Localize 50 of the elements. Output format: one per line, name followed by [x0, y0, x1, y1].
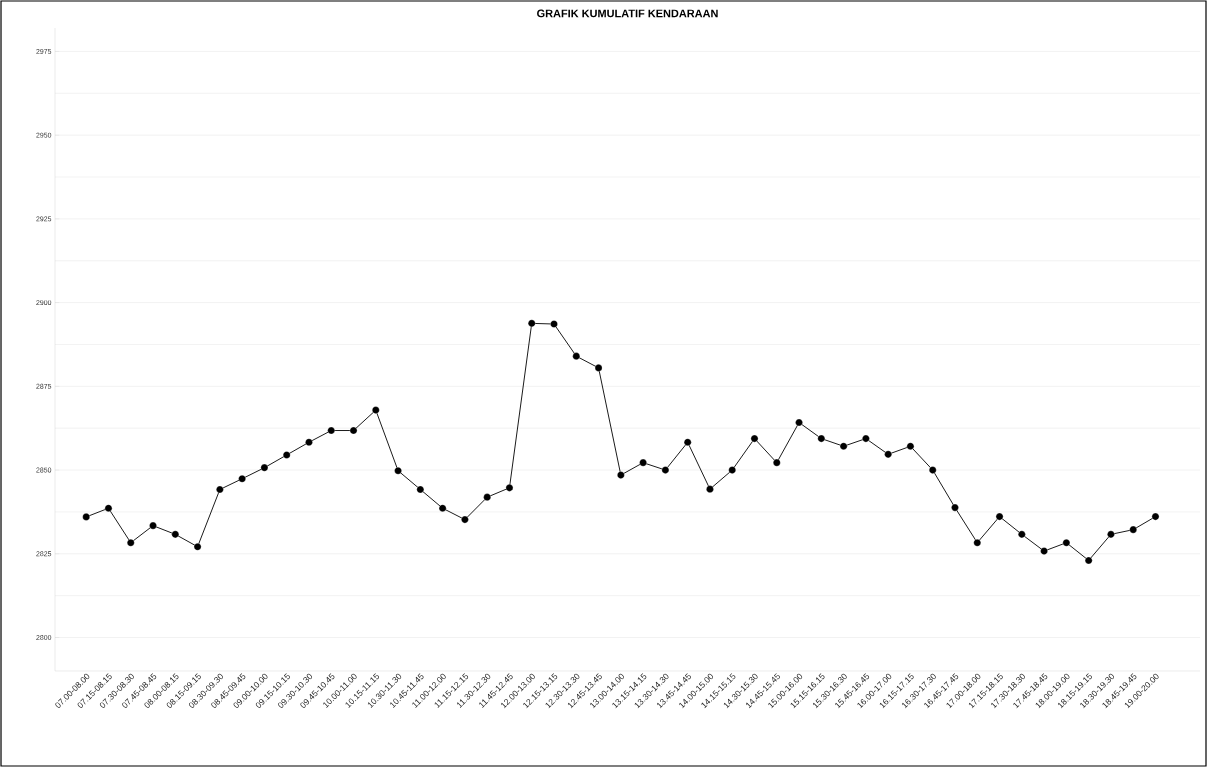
point	[528, 319, 536, 328]
point	[795, 418, 803, 427]
point	[906, 442, 915, 451]
point	[327, 426, 335, 435]
point	[1018, 530, 1026, 539]
point	[1040, 547, 1048, 555]
point	[1084, 556, 1093, 565]
point	[260, 463, 269, 472]
point	[639, 458, 647, 467]
point	[951, 503, 959, 512]
point	[149, 521, 157, 530]
chart-title: GRAFIK KUMULATIF KENDARAAN	[537, 9, 718, 18]
point	[1151, 512, 1160, 521]
point	[82, 513, 90, 521]
point	[661, 466, 670, 474]
point	[550, 320, 558, 328]
point	[617, 471, 625, 479]
point	[461, 515, 469, 524]
point	[884, 450, 892, 459]
point	[572, 352, 581, 360]
point	[438, 504, 447, 512]
point	[372, 406, 380, 414]
point	[193, 543, 202, 551]
point	[238, 475, 246, 483]
point	[1129, 525, 1137, 534]
point	[594, 364, 603, 372]
point	[683, 438, 692, 446]
point	[862, 434, 870, 443]
point	[505, 484, 514, 492]
point	[282, 451, 291, 459]
point	[973, 538, 982, 547]
point	[773, 458, 781, 467]
point	[817, 434, 826, 443]
point	[216, 485, 224, 494]
point	[750, 434, 759, 443]
point	[706, 485, 714, 493]
point	[104, 504, 113, 512]
point	[483, 493, 491, 501]
point	[728, 466, 736, 474]
point	[839, 442, 848, 451]
point	[349, 426, 358, 435]
point	[995, 512, 1004, 521]
point	[394, 466, 402, 475]
point	[1107, 530, 1115, 539]
point	[1062, 538, 1071, 547]
point	[416, 485, 425, 494]
point	[171, 530, 180, 539]
point	[127, 538, 135, 547]
point	[928, 466, 937, 474]
point	[305, 438, 313, 446]
